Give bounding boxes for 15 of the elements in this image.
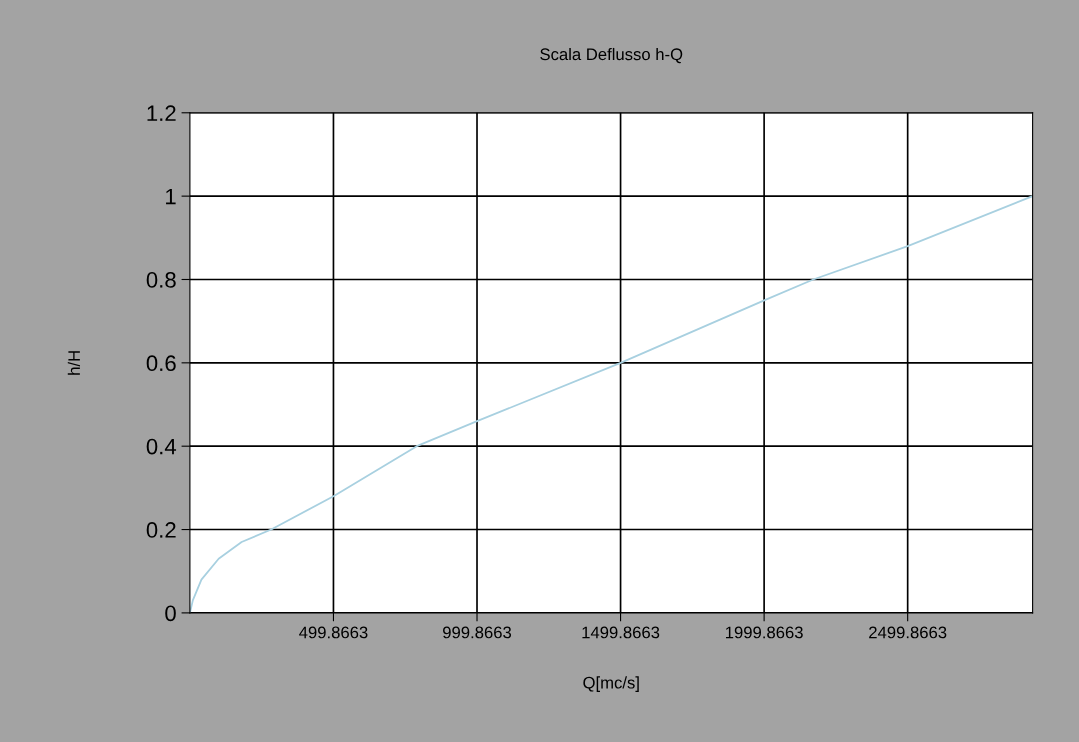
y-tick-label: 1.2 bbox=[147, 105, 176, 121]
x-tick-label: 499.8663 bbox=[299, 626, 368, 639]
x-axis-title: Q[mc/s] bbox=[583, 676, 639, 692]
x-tick-label: 1499.8663 bbox=[582, 626, 660, 639]
y-tick-label: 0.8 bbox=[146, 272, 176, 288]
x-tick-label: 2499.8663 bbox=[869, 626, 947, 639]
y-tick-label: 0.6 bbox=[146, 355, 176, 372]
chart-title: Scala Deflusso h-Q bbox=[540, 47, 683, 64]
y-axis-title: h/H bbox=[67, 351, 81, 375]
y-tick-label: 1 bbox=[166, 188, 176, 205]
y-tick-label: 0 bbox=[165, 605, 176, 622]
x-tick-label: 999.8663 bbox=[443, 626, 512, 639]
y-tick-label: 0.4 bbox=[146, 438, 177, 455]
y-tick-label: 0.2 bbox=[146, 522, 176, 538]
x-tick-label: 1999.8663 bbox=[726, 626, 803, 639]
